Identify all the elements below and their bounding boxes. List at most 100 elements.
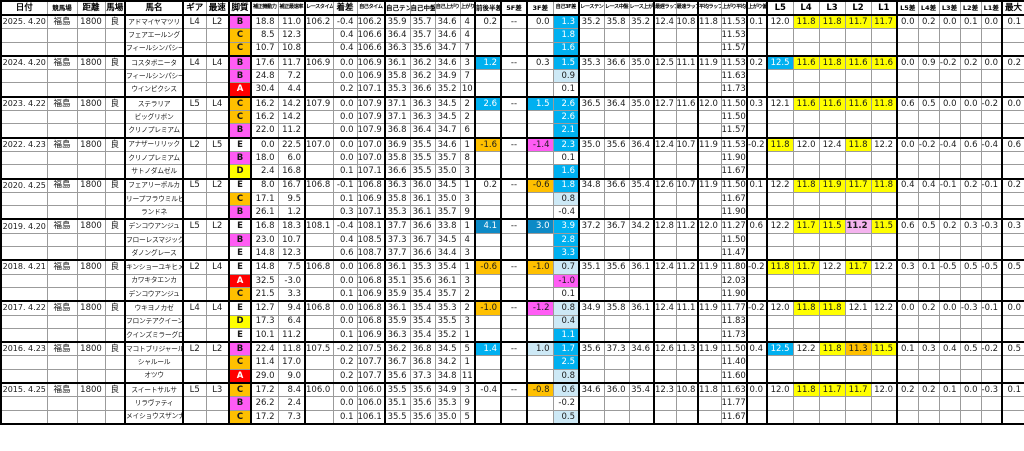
cell-L4_diff[interactable] [917,327,940,343]
cell-slow_lap[interactable] [653,232,677,248]
cell-L4_diff[interactable] [917,314,940,329]
cell-fast_lap[interactable] [675,205,699,220]
cell-agari_rank[interactable]: 3 [459,54,476,71]
cell-L4[interactable]: 11.7 [792,259,820,275]
cell-L4_diff[interactable] [917,396,940,411]
cell-L5_diff[interactable] [896,246,919,261]
cell-f3_diff[interactable] [526,246,554,261]
cell-f5_diff[interactable] [500,191,528,207]
cell-agari_rank[interactable]: 3 [459,273,476,288]
cell-own_3f_diff[interactable]: 0.1 [552,150,580,166]
cell-race_time[interactable] [304,191,334,207]
cell-margin[interactable]: 0.0 [332,136,358,152]
cell-L2[interactable] [844,191,872,207]
cell-slow_lap[interactable]: 12.4 [653,259,677,275]
cell-f5_diff[interactable] [500,41,528,57]
cell-fb_diff[interactable]: -1.6 [474,136,502,152]
cell-fast_lap[interactable] [675,123,699,139]
cell-avg_lap[interactable]: 11.8 [697,14,722,30]
cell-L2[interactable] [844,286,872,302]
cell-distance[interactable] [76,150,106,166]
cell-L2_diff[interactable] [959,191,982,207]
col-header-L2[interactable]: L2 [844,0,872,16]
cell-going[interactable]: 良 [104,14,126,30]
cell-own_mid[interactable]: 35.6 [409,273,436,288]
cell-fast_lap[interactable]: 10.8 [675,382,699,398]
cell-own_mid[interactable]: 36.7 [409,232,436,248]
cell-agari_dev[interactable] [746,286,768,302]
cell-horse[interactable]: ステラリア [124,95,184,112]
cell-fastest[interactable] [205,409,230,425]
cell-L3_diff[interactable] [938,110,961,125]
cell-race_mid[interactable] [603,232,630,248]
cell-f5_diff[interactable] [500,355,528,370]
cell-course[interactable]: 福島 [46,382,78,398]
cell-agari_rank[interactable]: 11 [459,368,476,384]
cell-race_agari[interactable] [628,368,655,384]
cell-L5_diff[interactable] [896,164,919,180]
cell-L1_diff[interactable] [980,368,1003,384]
cell-date[interactable]: 2025. 4.20 [0,14,48,30]
cell-own_ten[interactable]: 35.8 [384,191,411,207]
col-header-gear[interactable]: ギア [182,0,207,16]
cell-fast_lap[interactable] [675,191,699,207]
cell-horse[interactable]: フェアエールング [124,28,184,43]
cell-L2_diff[interactable] [959,232,982,248]
cell-max[interactable]: 0.6 [1001,136,1024,152]
cell-L1[interactable] [870,150,898,166]
cell-course[interactable] [46,232,78,248]
cell-L4_diff[interactable]: 0.2 [917,300,940,316]
cell-fb_diff[interactable] [474,273,502,288]
cell-gear[interactable]: L4 [182,300,207,316]
cell-race_ten[interactable] [578,314,605,329]
cell-L2[interactable] [844,232,872,248]
cell-gear[interactable] [182,191,207,207]
cell-L2_diff[interactable] [959,246,982,261]
cell-race_mid[interactable] [603,28,630,43]
cell-agari_rank[interactable]: 4 [459,28,476,43]
cell-fast_lap[interactable] [675,41,699,57]
cell-race_ten[interactable] [578,191,605,207]
cell-distance[interactable]: 1800 [76,177,106,193]
cell-L4_diff[interactable]: 0.4 [917,177,940,193]
cell-L3[interactable] [818,409,846,425]
cell-L2_diff[interactable] [959,110,982,125]
cell-L3[interactable] [818,232,846,248]
cell-race_mid[interactable] [603,110,630,125]
cell-L4_diff[interactable] [917,41,940,57]
cell-avg_lap[interactable]: 11.9 [697,177,722,193]
cell-own_agari[interactable]: 34.2 [434,355,461,370]
cell-race_time[interactable] [304,355,334,370]
cell-fastest[interactable] [205,110,230,125]
cell-gear[interactable] [182,327,207,343]
cell-going[interactable] [104,164,126,180]
col-header-f3_diff[interactable]: 3F差 [526,0,554,16]
cell-L5[interactable] [766,110,794,125]
cell-L4_diff[interactable] [917,110,940,125]
cell-L3_diff[interactable] [938,205,961,220]
cell-f5_diff[interactable]: -- [500,218,528,234]
cell-date[interactable] [0,123,48,139]
cell-L5_diff[interactable] [896,286,919,302]
cell-L5_diff[interactable]: 0.0 [896,300,919,316]
cell-f5_diff[interactable] [500,82,528,98]
cell-L1_diff[interactable] [980,191,1003,207]
cell-f5_diff[interactable] [500,123,528,139]
cell-L1_diff[interactable]: -0.2 [980,95,1003,112]
cell-agari_avg[interactable]: 11.50 [720,341,748,357]
cell-L3[interactable] [818,396,846,411]
cell-fastest[interactable] [205,82,230,98]
cell-agari_rank[interactable]: 8 [459,150,476,166]
cell-L5_diff[interactable] [896,205,919,220]
cell-topspeed[interactable]: 11.8 [277,341,306,357]
cell-agari_avg[interactable]: 11.67 [720,191,748,207]
cell-agari_rank[interactable]: 3 [459,314,476,329]
cell-L1[interactable] [870,123,898,139]
cell-L1_diff[interactable] [980,355,1003,370]
cell-own_mid[interactable]: 36.6 [409,218,436,234]
cell-horse[interactable]: オツウ [124,368,184,384]
cell-f3_diff[interactable] [526,327,554,343]
cell-gear[interactable] [182,69,207,84]
cell-max[interactable] [1001,409,1024,425]
cell-own_ten[interactable]: 35.9 [384,286,411,302]
